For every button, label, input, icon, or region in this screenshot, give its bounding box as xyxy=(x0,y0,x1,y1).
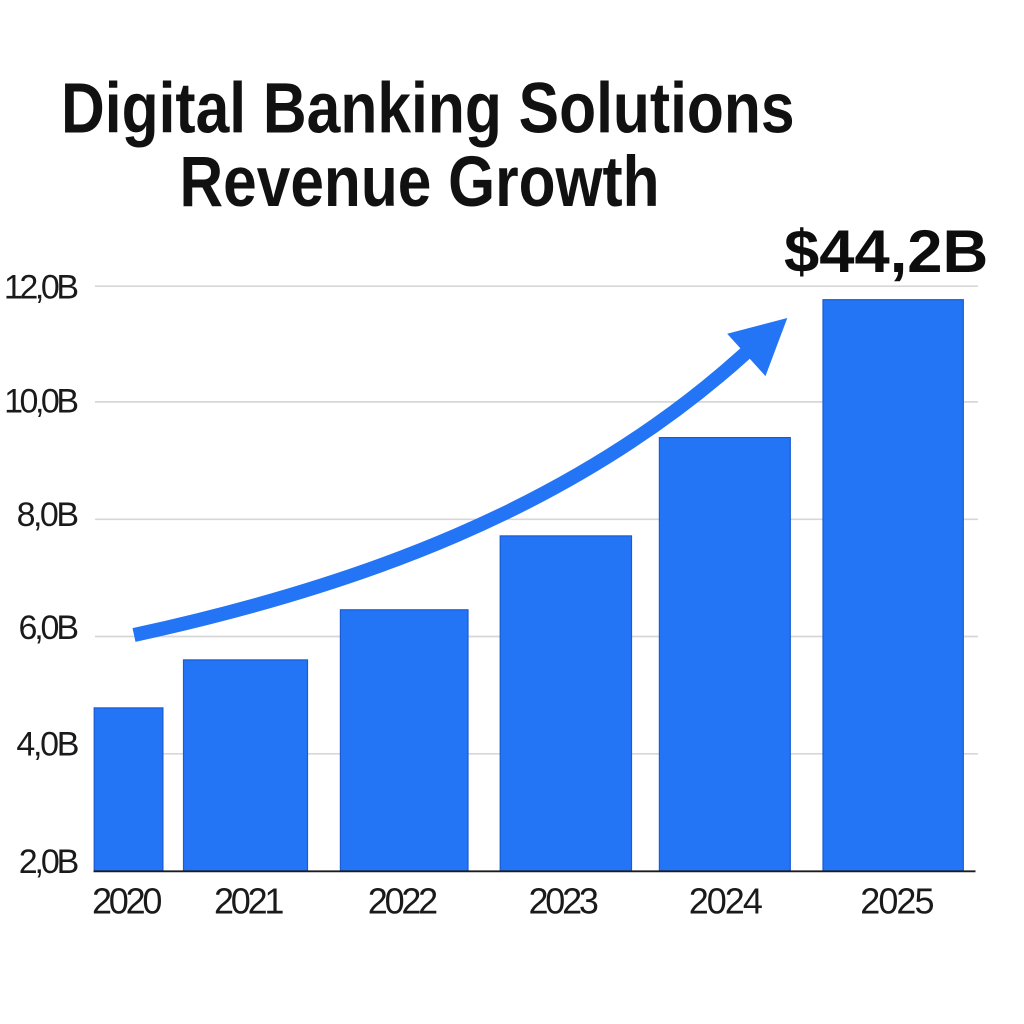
svg-text:6,0B: 6,0B xyxy=(19,609,80,647)
svg-text:Digital Banking Solutions: Digital Banking Solutions xyxy=(61,69,795,148)
svg-text:10,0B: 10,0B xyxy=(4,383,79,421)
svg-text:4,0B: 4,0B xyxy=(16,725,79,763)
svg-text:12,0B: 12,0B xyxy=(4,269,79,307)
svg-text:2024: 2024 xyxy=(689,881,763,922)
svg-text:Revenue Growth: Revenue Growth xyxy=(180,143,660,222)
svg-text:2021: 2021 xyxy=(214,881,284,922)
svg-text:2,0B: 2,0B xyxy=(19,843,80,881)
svg-text:2023: 2023 xyxy=(529,881,599,922)
svg-text:2020: 2020 xyxy=(92,881,162,922)
svg-text:2025: 2025 xyxy=(860,881,934,922)
svg-text:$44,2B: $44,2B xyxy=(784,218,988,285)
svg-text:8,0B: 8,0B xyxy=(17,496,79,534)
svg-text:2022: 2022 xyxy=(368,881,438,922)
